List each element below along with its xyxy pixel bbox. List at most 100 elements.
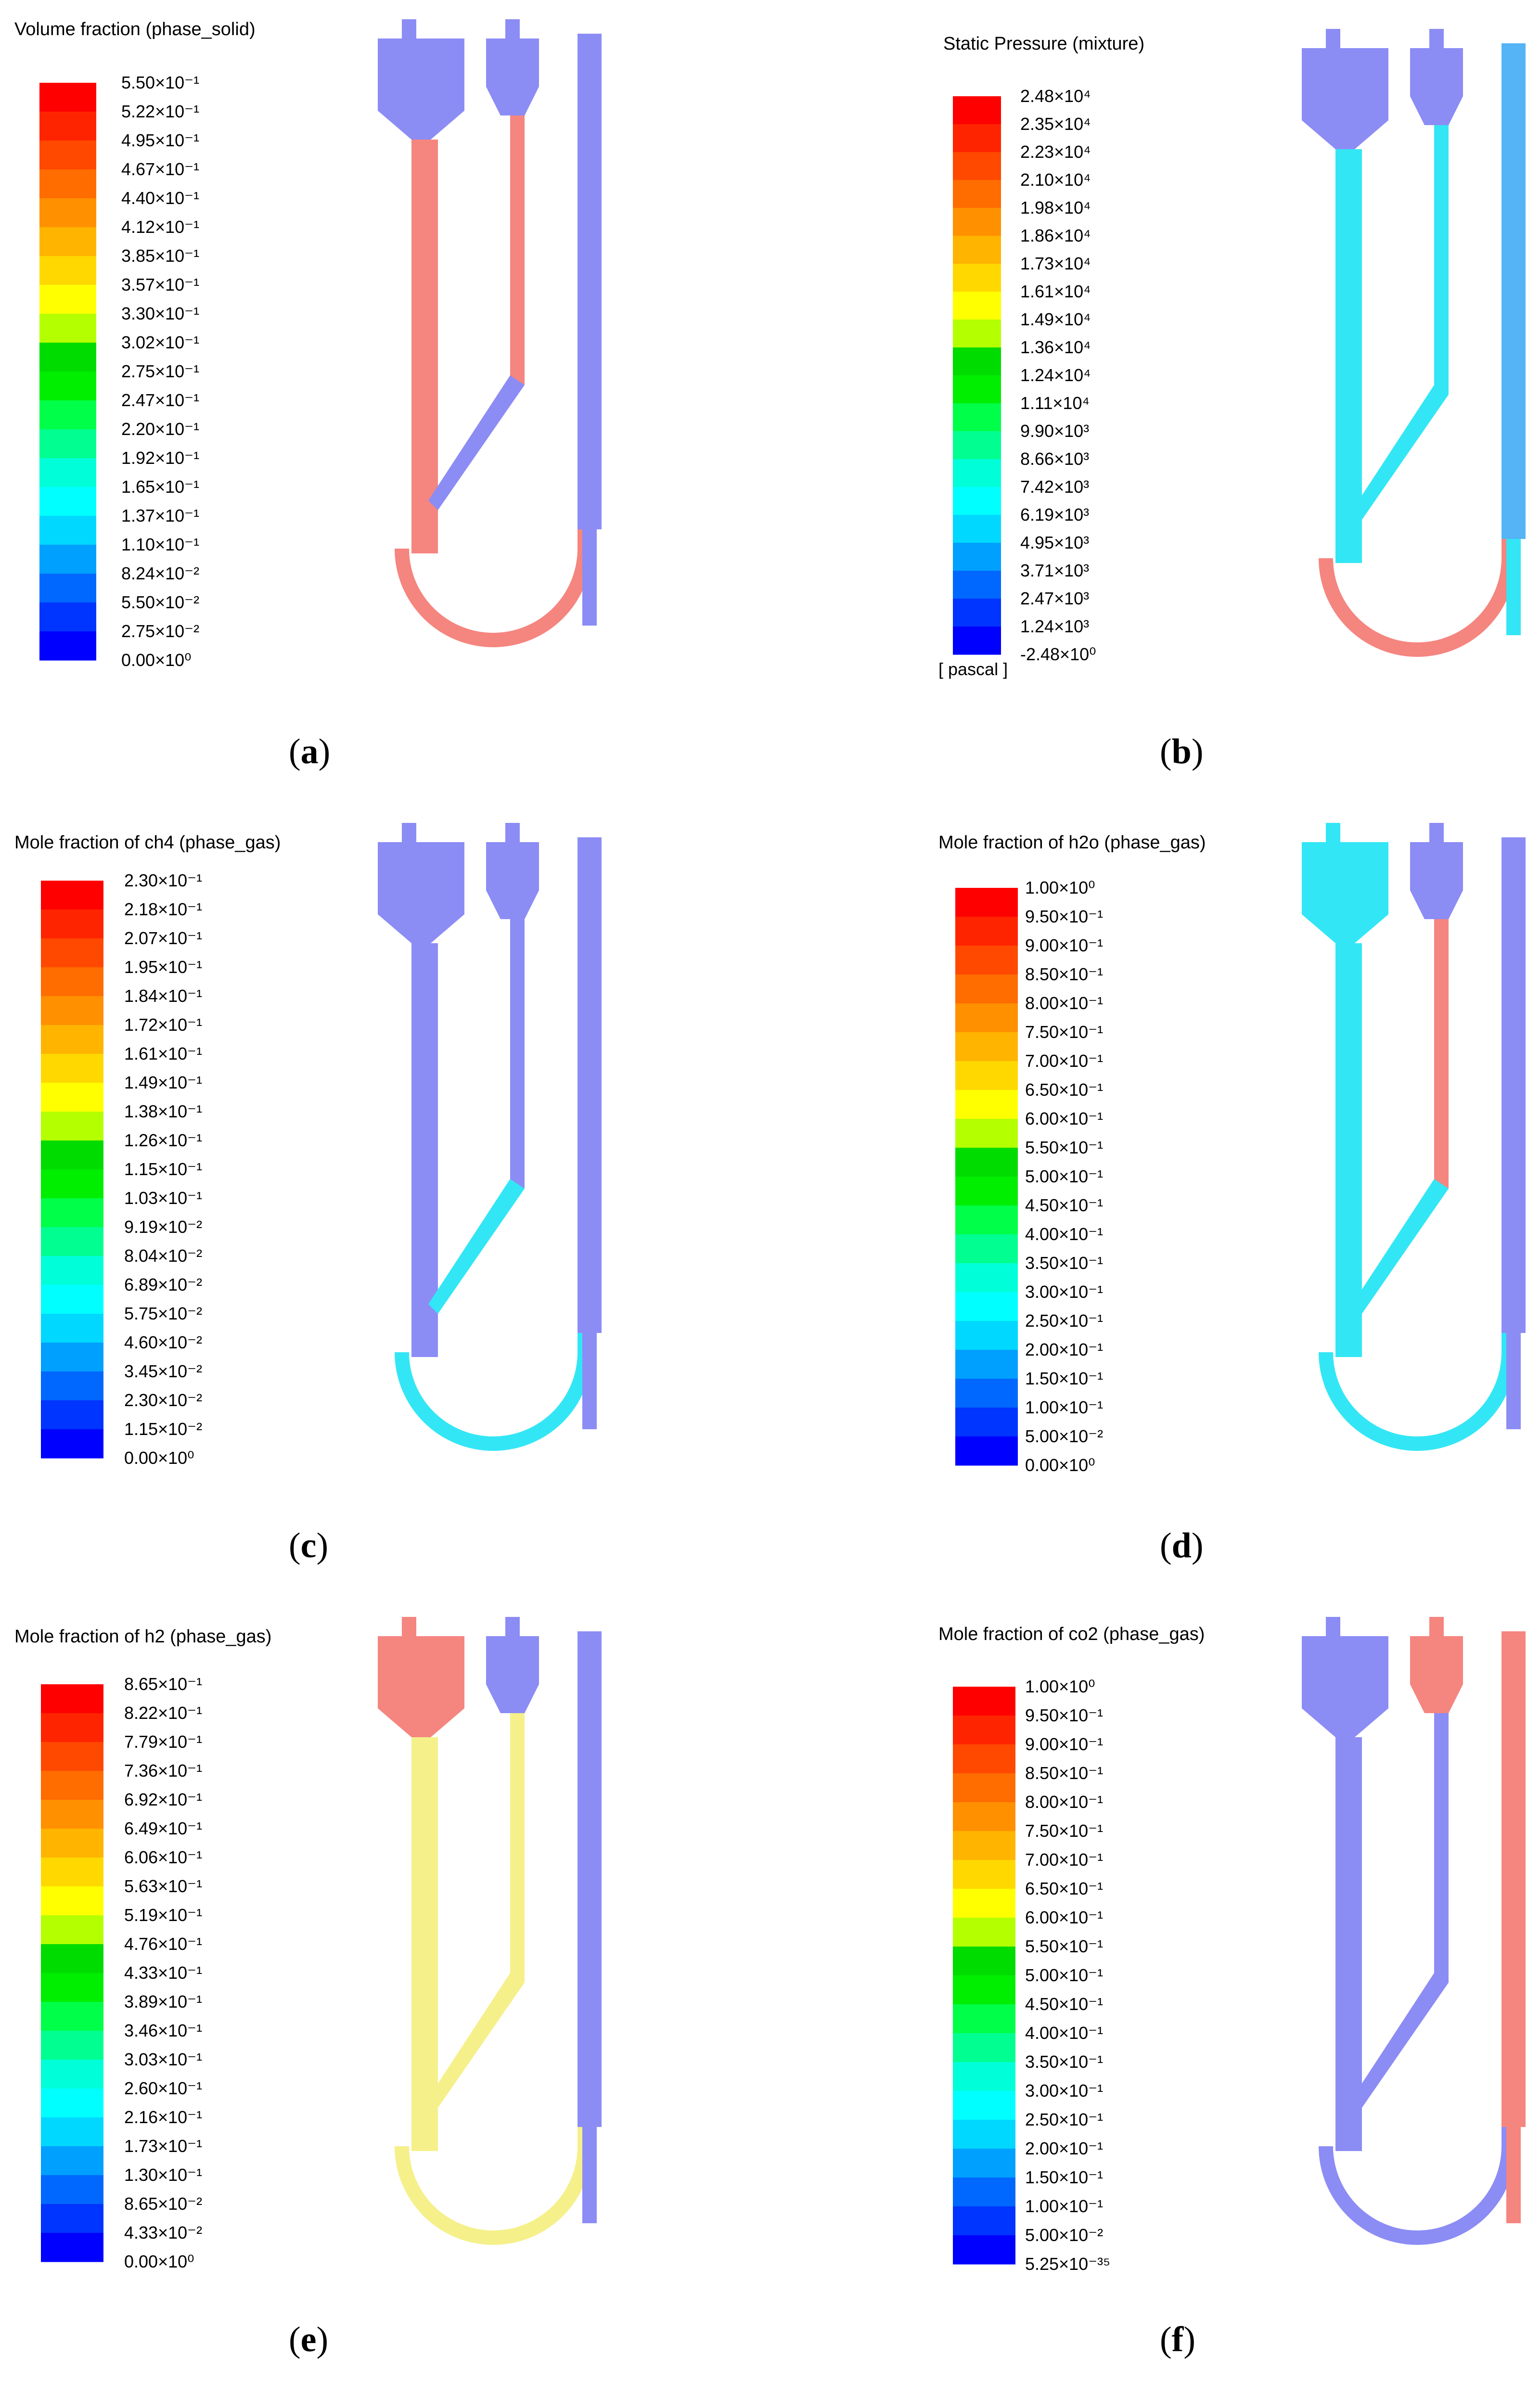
colorbar-swatch [41,2146,103,2176]
colorbar-swatch [41,1742,103,1771]
colorbar-tick-label: 1.50×10⁻¹ [1025,2167,1103,2187]
colorbar-swatch [953,1687,1015,1716]
colorbar-tick-label: 1.38×10⁻¹ [124,1102,202,1121]
colorbar: 1.00×10⁰ 9.50×10⁻¹ 9.00×10⁻¹ 8.50×10⁻¹ 8.00×… [955,878,1103,1475]
colorbar-tick-label: 1.26×10⁻¹ [124,1130,202,1150]
colorbar-tick-label: 2.30×10⁻² [124,1390,202,1410]
colorbar-swatch [41,1314,103,1343]
fuel-reactor-riser [1335,1737,1362,2151]
u-bend-return [1319,2127,1516,2245]
colorbar-swatch [955,1263,1018,1293]
colorbar-swatch [41,1112,103,1141]
colorbar-swatch [41,1054,103,1083]
colorbar-tick-label: 4.60×10⁻² [124,1332,202,1352]
colorbar-swatch [41,1800,103,1829]
outlet-pipe [582,2127,597,2223]
colorbar-tick-label: 8.50×10⁻¹ [1025,964,1103,984]
colorbar-tick-label: 7.50×10⁻¹ [1025,1821,1103,1841]
colorbar-swatch [955,1148,1018,1177]
panel-caption: (f) [1160,2320,1195,2359]
colorbar-swatch [955,1436,1018,1466]
colorbar-swatch [39,516,96,545]
colorbar-swatch [41,1400,103,1430]
colorbar-swatch [41,1713,103,1742]
colorbar-tick-label: 8.00×10⁻¹ [1025,1792,1103,1812]
colorbar-tick-label: 1.65×10⁻¹ [121,477,199,497]
reactor-geometry [1302,29,1526,657]
colorbar-tick-label: 2.30×10⁻¹ [124,871,202,890]
colorbar-tick-label: 8.65×10⁻¹ [124,1674,202,1694]
colorbar-tick-label: 1.73×10⁻¹ [124,2136,202,2156]
fuel-reactor-riser [411,943,438,1357]
loop-seal-leg [1352,1179,1449,1314]
panel-graphic: 8.65×10⁻¹ 8.22×10⁻¹ 7.79×10⁻¹ 7.36×10⁻¹ 6.92… [41,1617,602,2271]
panel-letter: f [1171,2320,1184,2359]
colorbar-tick-label: 8.65×10⁻² [124,2194,202,2214]
cyclone-hopper [486,19,539,115]
colorbar-tick-label: 1.00×10⁻¹ [1025,1397,1103,1417]
colorbar-swatch [953,543,1001,571]
panel-letter: a [300,732,319,771]
air-reactor-column [578,1631,602,2127]
colorbar-tick-label: 1.61×10⁴ [1020,282,1091,301]
colorbar-tick-label: 0.00×10⁰ [1025,1455,1095,1475]
colorbar-swatch [39,227,96,256]
colorbar-tick-label: 5.50×10⁻¹ [1025,1138,1103,1157]
colorbar-swatch [953,1889,1015,1918]
panel-caption: (d) [1160,1526,1204,1565]
colorbar-tick-label: 5.50×10⁻¹ [121,73,199,92]
legend-title: Mole fraction of co2 (phase_gas) [938,1624,1205,1644]
colorbar-tick-label: 7.42×10³ [1020,477,1089,497]
colorbar-tick-label: 1.15×10⁻¹ [124,1159,202,1179]
air-reactor-column [578,837,602,1333]
colorbar-swatch [39,256,96,285]
colorbar-swatch [41,2233,103,2262]
colorbar-swatch [953,2235,1015,2265]
colorbar-tick-label: 2.47×10⁻¹ [121,390,199,410]
colorbar-swatch [41,1025,103,1054]
colorbar-tick-label: 6.49×10⁻¹ [124,1819,202,1838]
colorbar-swatch [41,1429,103,1459]
colorbar-tick-label: 1.98×10⁴ [1020,198,1091,218]
colorbar-swatch [953,599,1001,627]
colorbar-tick-label: 3.00×10⁻¹ [1025,2081,1103,2101]
colorbar-tick-label: 4.00×10⁻¹ [1025,2023,1103,2043]
colorbar-tick-label: 2.50×10⁻¹ [1025,1311,1103,1331]
colorbar-swatch [953,292,1001,320]
loop-seal-leg [428,375,525,510]
colorbar-tick-label: 3.03×10⁻¹ [124,2050,202,2069]
colorbar-swatch [39,372,96,401]
colorbar-swatch [41,2060,103,2089]
colorbar-tick-label: 8.04×10⁻² [124,1246,202,1266]
colorbar-swatch [41,1371,103,1401]
colorbar-swatch [41,1886,103,1916]
colorbar-swatch [955,888,1018,917]
u-bend-return [1319,539,1516,657]
colorbar-tick-label: 4.40×10⁻¹ [121,188,199,208]
colorbar: 8.65×10⁻¹ 8.22×10⁻¹ 7.79×10⁻¹ 7.36×10⁻¹ 6.92… [41,1674,202,2271]
colorbar-swatch [953,1860,1015,1889]
colorbar-swatch [41,2117,103,2147]
colorbar: 2.48×10⁴ 2.35×10⁴ 2.23×10⁴ 2.10×10⁴ 1.98×10⁴… [953,86,1096,664]
panel-f: Mole fraction of co2 (phase_gas) (f) 1.00×… [770,1588,1540,2382]
colorbar-swatch [955,1061,1018,1090]
colorbar-tick-label: 9.50×10⁻¹ [1025,1705,1103,1725]
fuel-reactor-hopper [1302,29,1388,149]
loop-seal-leg [428,1179,525,1314]
colorbar-tick-label: 5.00×10⁻¹ [1025,1166,1103,1186]
colorbar-swatch [39,602,96,632]
downcomer-standpipe [1434,1713,1449,1983]
colorbar-swatch [953,515,1001,543]
colorbar-tick-label: 1.50×10⁻¹ [1025,1369,1103,1388]
colorbar-swatch [955,1292,1018,1321]
cyclone-hopper [1410,823,1463,919]
colorbar-tick-label: 7.36×10⁻¹ [124,1761,202,1781]
colorbar-swatch [39,314,96,343]
colorbar-swatch [39,198,96,228]
colorbar-swatch [953,2004,1015,2034]
colorbar-swatch [953,571,1001,599]
colorbar-tick-label: 6.50×10⁻¹ [1025,1080,1103,1100]
colorbar-tick-label: 3.71×10³ [1020,561,1089,580]
colorbar-tick-label: 1.49×10⁻¹ [124,1073,202,1092]
colorbar-swatch [955,1119,1018,1148]
